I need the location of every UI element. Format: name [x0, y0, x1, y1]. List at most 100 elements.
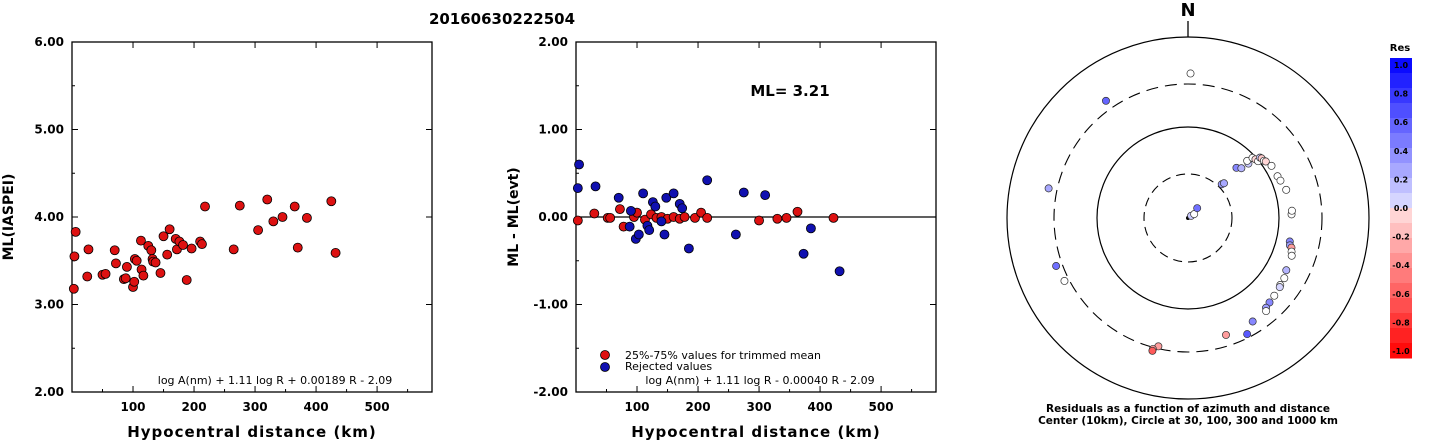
colorbar-swatch	[1390, 223, 1412, 239]
panel-ml-iaspei: 100 200 300 400 500 2.00 3.00 4.00 5.00 6.00 ML(I…	[1, 35, 433, 441]
data-point	[234, 200, 245, 211]
data-point	[656, 216, 667, 227]
data-point	[572, 183, 583, 194]
data-point	[650, 201, 661, 212]
data-point	[197, 239, 207, 250]
residual-point	[1102, 96, 1110, 105]
residual-point	[1282, 266, 1291, 275]
data-point	[268, 216, 279, 227]
colorbar-swatch	[1390, 298, 1412, 314]
data-point	[644, 225, 655, 236]
colorbar-tick-label: -0.6	[1392, 290, 1410, 299]
colorbar-swatch	[1390, 88, 1412, 104]
legend-label-trimmed: 25%-75% values for trimmed mean	[625, 349, 821, 362]
y-tick-label: 6.00	[34, 35, 64, 49]
y-tick-label: 2.00	[538, 35, 568, 49]
outer-circle-1000km	[1006, 36, 1370, 400]
data-point	[702, 175, 713, 186]
data-point	[589, 208, 600, 219]
data-point	[129, 276, 140, 287]
data-points-2	[572, 159, 845, 277]
data-point	[150, 257, 161, 268]
data-point	[68, 283, 79, 294]
data-point	[626, 205, 636, 216]
residual-point	[1262, 307, 1271, 316]
data-point	[615, 204, 625, 215]
data-point	[679, 212, 690, 222]
colorbar-swatch	[1390, 133, 1412, 149]
colorbar-tick-label: -0.2	[1392, 233, 1410, 242]
colorbar-swatch	[1390, 208, 1412, 224]
figure-title: 20160630222504	[429, 10, 575, 28]
y-tick-label: 2.00	[34, 385, 64, 399]
formula-1: log A(nm) + 1.11 log R + 0.00189 R - 2.0…	[158, 374, 392, 387]
data-point	[781, 212, 792, 223]
data-point	[122, 261, 132, 272]
data-point	[69, 251, 80, 262]
colorbar-tick-labels: 1.0 0.8 0.6 0.4 0.2 0.0 -0.2 -0.4 -0.6 -0.8 -1.0	[1392, 61, 1410, 356]
north-label: N	[1180, 0, 1195, 21]
colorbar-swatch	[1390, 193, 1412, 209]
panel-ml-residual: 100 200 300 400 500 -2.00 -1.00 0.00 1.00 2.00 ML…	[506, 35, 937, 441]
colorbar-swatch	[1390, 58, 1412, 74]
data-point	[828, 212, 839, 223]
caption-line-2: Center (10km), Circle at 30, 100, 300 an…	[1038, 415, 1338, 427]
data-point	[638, 188, 649, 199]
y-tick-label: 4.00	[34, 210, 64, 224]
data-point	[661, 192, 672, 203]
data-point	[277, 212, 288, 222]
x-axis-label-1: Hypocentral distance (km)	[127, 423, 377, 441]
colorbar-swatches	[1390, 58, 1412, 359]
residual-point	[1267, 161, 1276, 170]
data-point	[146, 245, 157, 256]
colorbar-swatch	[1390, 328, 1412, 344]
residual-point	[1287, 206, 1296, 215]
data-point	[738, 187, 749, 198]
data-point	[760, 190, 771, 201]
data-point	[730, 229, 741, 240]
residual-point	[1237, 164, 1246, 173]
data-point	[83, 244, 94, 255]
x-tick-label: 400	[304, 400, 329, 414]
data-point	[624, 221, 635, 232]
residual-point	[1248, 317, 1257, 326]
residual-point	[1193, 204, 1202, 213]
panel-azimuth-residuals: N Residuals as a function of azimuth and…	[1006, 0, 1370, 427]
data-point	[262, 194, 273, 205]
data-point	[798, 248, 809, 259]
y-axis-label-2: ML - ML(evt)	[506, 167, 522, 266]
colorbar: Res 1.0 0.8 0.6 0.4 0.2 0.0 -0.2 -0.4 -0.6 -0.8 -1…	[1390, 43, 1412, 359]
data-point	[292, 242, 303, 253]
circle-100km	[1096, 126, 1280, 310]
colorbar-tick-label: -0.8	[1392, 318, 1410, 327]
data-point	[330, 247, 341, 258]
y-tick-label: 1.00	[538, 123, 568, 137]
data-point	[574, 159, 584, 170]
residual-point	[1287, 251, 1296, 260]
x-tick-label: 400	[808, 400, 833, 414]
ml-annotation: ML= 3.21	[750, 82, 829, 100]
colorbar-swatch	[1390, 283, 1412, 299]
data-point	[590, 181, 601, 192]
data-point	[138, 270, 149, 281]
colorbar-swatch	[1390, 268, 1412, 284]
y-tick-label: 0.00	[538, 210, 568, 224]
data-point	[754, 215, 764, 226]
x-tick-label: 200	[686, 400, 711, 414]
data-point	[155, 268, 166, 278]
colorbar-swatch	[1390, 343, 1412, 359]
data-point	[70, 226, 81, 237]
data-point	[82, 271, 93, 282]
data-point	[659, 229, 670, 240]
colorbar-tick-label: 0.8	[1394, 90, 1409, 99]
data-point	[200, 201, 210, 212]
axis-ticks-1: 100 200 300 400 500 2.00 3.00 4.00 5.00 6.00	[34, 35, 432, 414]
data-point	[120, 273, 131, 284]
colorbar-swatch	[1390, 73, 1412, 89]
residual-point	[1220, 179, 1228, 188]
colorbar-swatch	[1390, 148, 1412, 164]
data-point	[158, 231, 169, 242]
axis-ticks-2: 100 200 300 400 500 -2.00 -1.00 0.00 1.00 2.00	[533, 35, 936, 414]
data-point	[164, 224, 175, 235]
